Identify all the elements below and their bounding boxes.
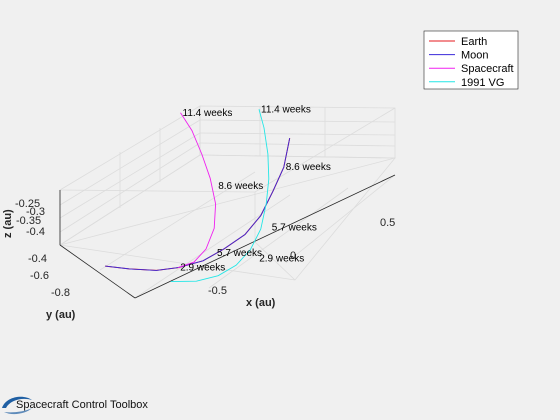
legend-label: Earth	[461, 36, 487, 48]
logo-text: Spacecraft Control Toolbox	[16, 399, 148, 411]
legend-label: 1991 VG	[461, 77, 504, 89]
z-tick-label: -0.25	[15, 198, 40, 210]
y-tick-label: -0.8	[51, 287, 70, 299]
z-axis-label: z (au)	[2, 209, 14, 238]
time-annotation: 11.4 weeks	[261, 104, 311, 115]
time-annotation: 8.6 weeks	[218, 181, 263, 192]
x-axis-label: x (au)	[246, 297, 276, 309]
swoosh-icon	[2, 396, 32, 415]
time-annotation: 8.6 weeks	[286, 162, 331, 173]
time-annotation: 5.7 weeks	[272, 223, 317, 234]
z-tick-label: -0.4	[26, 226, 45, 238]
time-annotation: 2.9 weeks	[259, 254, 304, 265]
x-tick-label: -0.5	[208, 285, 227, 297]
axis-lines	[59, 174, 396, 299]
legend-label: Moon	[461, 50, 489, 62]
legend-label: Spacecraft	[461, 63, 514, 75]
z-tick-label: -0.3	[26, 206, 45, 218]
x-tick-label: 0	[290, 250, 296, 262]
time-annotation: 2.9 weeks	[180, 263, 225, 274]
y-tick-label: -0.4	[28, 253, 47, 265]
time-annotation: 5.7 weeks	[217, 248, 262, 259]
axes-box	[58, 105, 396, 299]
series-line-1991-vg	[170, 109, 270, 283]
toolbox-logo: Spacecraft Control Toolbox	[0, 392, 148, 418]
z-tick-label: -0.35	[16, 215, 41, 227]
series-line-moon	[105, 138, 291, 271]
y-tick-label: -0.6	[30, 270, 49, 282]
time-annotation: 11.4 weeks	[183, 108, 233, 119]
series-line-spacecraft	[178, 112, 217, 269]
x-tick-label: 0.5	[380, 217, 395, 229]
y-axis-label: y (au)	[46, 309, 76, 321]
